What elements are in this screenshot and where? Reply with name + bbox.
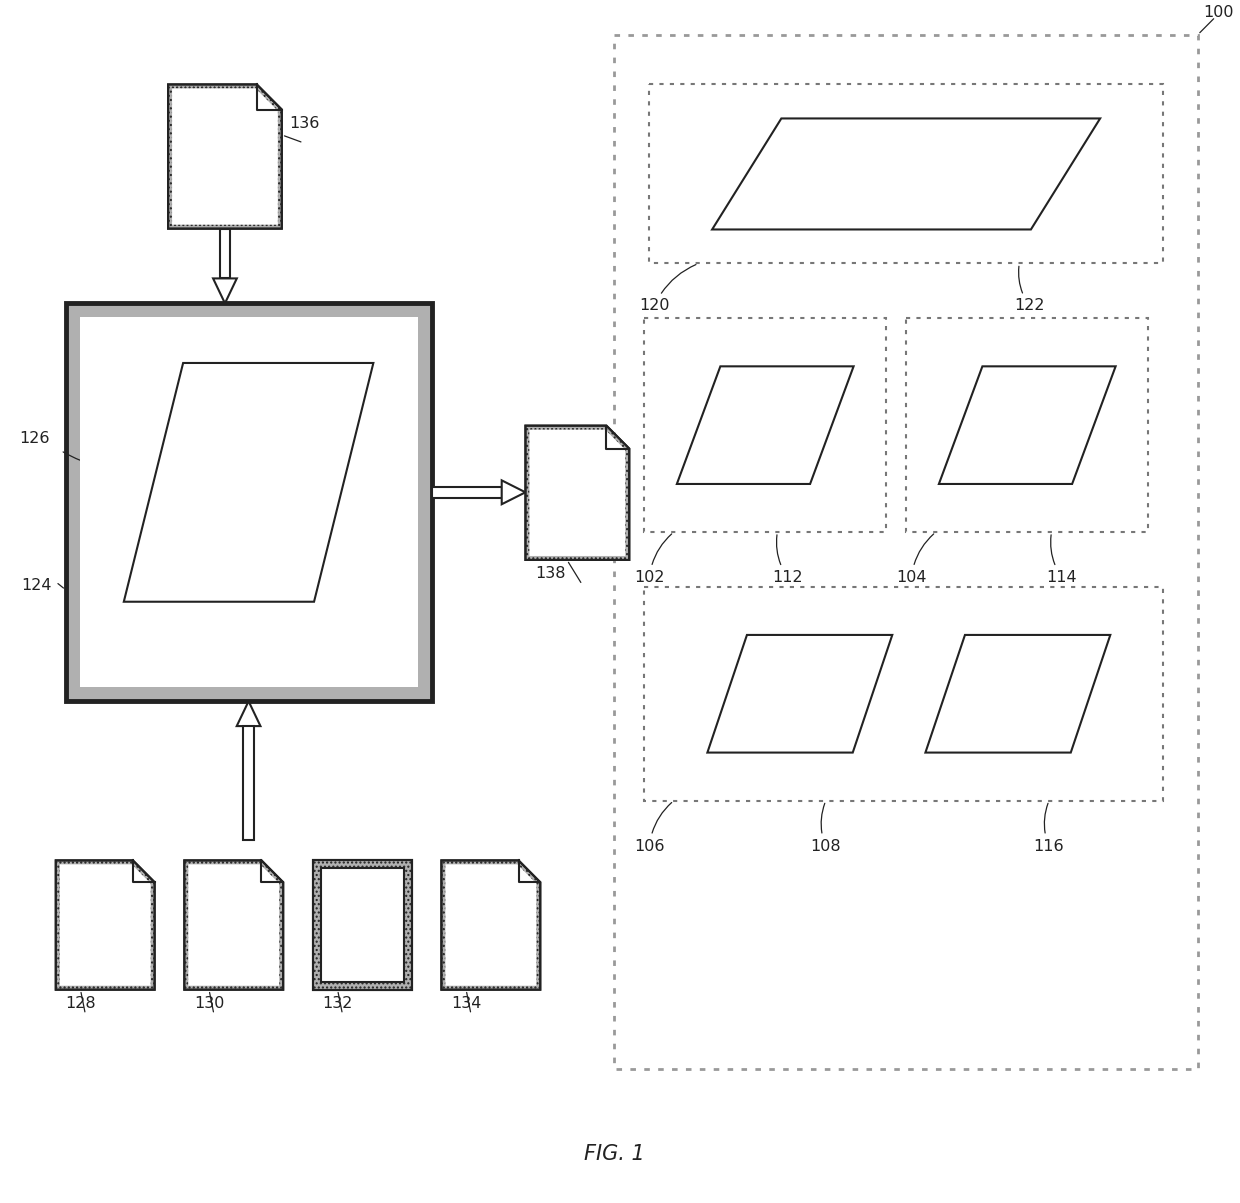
Polygon shape xyxy=(677,367,853,484)
Text: 124: 124 xyxy=(21,577,52,593)
Text: 134: 134 xyxy=(451,996,481,1011)
Polygon shape xyxy=(502,480,526,504)
Bar xyxy=(906,319,1148,532)
Text: FIG. 1: FIG. 1 xyxy=(584,1144,645,1163)
Polygon shape xyxy=(712,118,1100,230)
Bar xyxy=(79,318,418,687)
Polygon shape xyxy=(169,84,281,229)
Text: 130: 130 xyxy=(195,996,224,1011)
Polygon shape xyxy=(124,363,373,602)
Bar xyxy=(321,869,404,982)
Bar xyxy=(432,487,502,498)
Polygon shape xyxy=(526,426,629,559)
Text: 132: 132 xyxy=(322,996,353,1011)
Polygon shape xyxy=(188,865,279,985)
Text: 138: 138 xyxy=(536,565,565,581)
Polygon shape xyxy=(441,860,541,990)
Text: 120: 120 xyxy=(639,265,696,313)
Polygon shape xyxy=(185,860,283,990)
Polygon shape xyxy=(445,865,537,985)
Polygon shape xyxy=(529,429,625,556)
Bar xyxy=(644,587,1163,801)
Text: 102: 102 xyxy=(634,534,672,585)
Text: 112: 112 xyxy=(773,535,804,585)
Text: 108: 108 xyxy=(810,804,841,853)
Polygon shape xyxy=(213,278,237,303)
Bar xyxy=(243,727,254,841)
Text: 126: 126 xyxy=(19,431,50,445)
Text: 104: 104 xyxy=(897,534,934,585)
Text: 114: 114 xyxy=(1047,535,1078,585)
Polygon shape xyxy=(925,635,1110,753)
Text: 136: 136 xyxy=(290,115,320,131)
Bar xyxy=(312,860,412,990)
Bar xyxy=(66,303,432,701)
Text: 122: 122 xyxy=(1014,266,1045,313)
Text: 116: 116 xyxy=(1033,804,1064,853)
Bar xyxy=(312,860,412,990)
Polygon shape xyxy=(56,860,155,990)
Bar xyxy=(644,319,887,532)
Text: 128: 128 xyxy=(66,996,97,1011)
Polygon shape xyxy=(172,88,278,225)
Text: 100: 100 xyxy=(1203,5,1234,19)
Polygon shape xyxy=(939,367,1116,484)
Polygon shape xyxy=(60,865,151,985)
Text: 106: 106 xyxy=(634,802,672,853)
Bar xyxy=(219,229,231,278)
Bar xyxy=(66,303,432,701)
Bar xyxy=(649,84,1163,263)
Bar xyxy=(321,869,404,982)
Polygon shape xyxy=(707,635,893,753)
Bar xyxy=(615,35,1198,1069)
Polygon shape xyxy=(237,701,260,727)
